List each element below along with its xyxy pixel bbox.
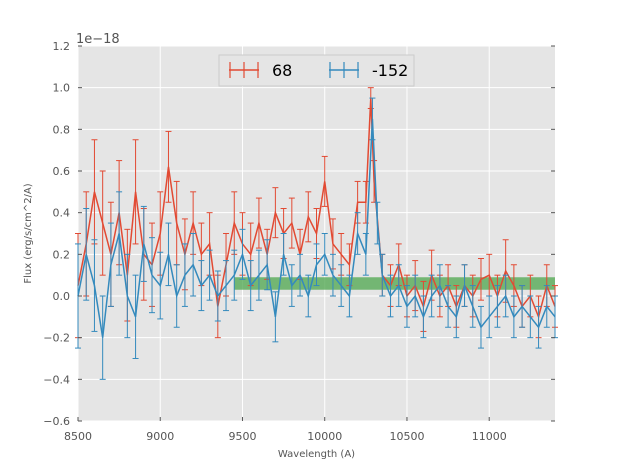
series-blue xyxy=(75,97,558,380)
y-tick-label: 0.0 xyxy=(53,290,71,303)
y-tick-label: 0.8 xyxy=(53,123,71,136)
legend: 68 -152 xyxy=(218,54,415,87)
x-tick-label: 9000 xyxy=(146,430,174,443)
x-tick-label: 10000 xyxy=(307,430,342,443)
highlight-band xyxy=(234,277,556,290)
y-tick-label: 1.0 xyxy=(53,82,71,95)
y-tick-label: −0.2 xyxy=(43,332,70,345)
y-axis-label: Flux (erg/s/cm^2/A) xyxy=(23,183,34,283)
y-tick-label: 1.2 xyxy=(53,40,71,53)
series-line xyxy=(77,118,556,338)
x-axis-ticks: 8500 9000 9500 10000 10500 11000 xyxy=(64,417,507,443)
legend-entry: 68 xyxy=(229,61,292,80)
x-tick-label: 9500 xyxy=(228,430,256,443)
y-tick-label: 0.2 xyxy=(53,248,71,261)
series-layer xyxy=(75,87,558,380)
y-axis-ticks: −0.6 −0.4 −0.2 0.0 0.2 0.4 0.6 0.8 1.0 1.2 xyxy=(43,40,555,428)
x-tick-label: 11000 xyxy=(472,430,507,443)
x-tick-label: 8500 xyxy=(64,430,92,443)
series-line xyxy=(77,98,556,320)
x-tick-label: 10500 xyxy=(389,430,424,443)
y-tick-label: 0.4 xyxy=(53,207,71,220)
y-offset-label: 1e−18 xyxy=(76,32,120,47)
y-tick-label: −0.4 xyxy=(43,373,70,386)
legend-entry: -152 xyxy=(329,61,408,80)
y-tick-label: 0.6 xyxy=(53,165,71,178)
x-axis-label: Wavelength (A) xyxy=(278,449,355,460)
legend-label: -152 xyxy=(372,61,408,80)
legend-label: 68 xyxy=(272,61,292,80)
y-tick-label: −0.6 xyxy=(43,415,70,428)
